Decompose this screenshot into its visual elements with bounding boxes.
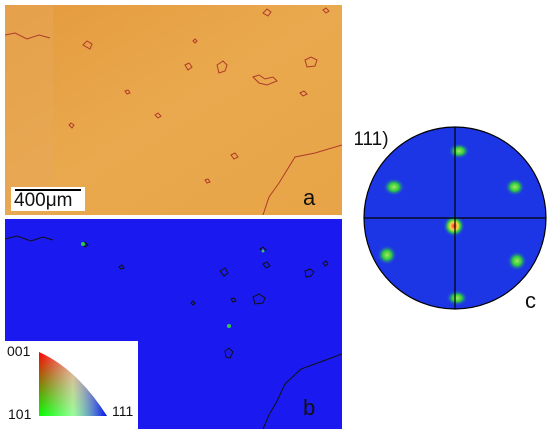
panel-label-a: a bbox=[303, 185, 316, 210]
pole-spot bbox=[383, 178, 405, 196]
grain-boundaries bbox=[5, 7, 342, 215]
pole-spot-center bbox=[443, 215, 465, 237]
orientation-map-image bbox=[5, 219, 342, 429]
pole-spot bbox=[377, 245, 397, 265]
pole-spot bbox=[505, 178, 525, 196]
ipf-label-001: 001 bbox=[7, 343, 31, 359]
pole-spot bbox=[507, 251, 527, 271]
micrograph-image bbox=[5, 5, 342, 215]
green-grain bbox=[261, 249, 265, 253]
panel-label-b: b bbox=[303, 395, 316, 420]
ipf-label-101: 101 bbox=[8, 406, 32, 422]
pole-spot bbox=[446, 290, 468, 306]
panel-label-c: c bbox=[525, 288, 536, 313]
green-grain bbox=[227, 324, 231, 328]
pole-figure bbox=[363, 126, 547, 310]
ebsd-orientation-map-panel: 001 101 111 b bbox=[5, 219, 342, 429]
optical-micrograph-panel: 400μm a bbox=[5, 5, 342, 215]
pole-spot bbox=[448, 143, 470, 159]
pole-figure-plane-label: (111) bbox=[355, 129, 389, 150]
ipf-label-111: 111 bbox=[112, 403, 134, 419]
ipf-color-key bbox=[5, 341, 138, 429]
scale-bar-label: 400μm bbox=[14, 190, 73, 211]
pole-figure-panel: (111) c bbox=[355, 120, 550, 325]
green-grain bbox=[81, 242, 85, 246]
map-grain-boundaries bbox=[5, 235, 342, 429]
